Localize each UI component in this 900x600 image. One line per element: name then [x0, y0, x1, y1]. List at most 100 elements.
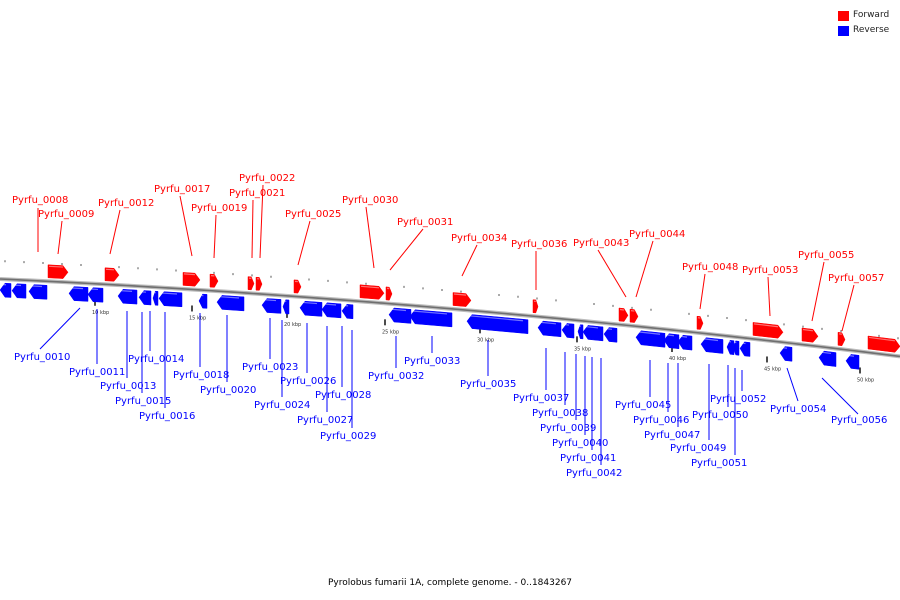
forward-gene-label[interactable]: Pyrfu_0009	[38, 209, 94, 220]
reverse-gene-label[interactable]: Pyrfu_0029	[320, 431, 376, 442]
forward-gene-arrow[interactable]	[752, 322, 784, 339]
reverse-gene-label[interactable]: Pyrfu_0037	[513, 393, 569, 404]
forward-gene-label[interactable]: Pyrfu_0008	[12, 195, 68, 206]
forward-gene-label[interactable]: Pyrfu_0053	[742, 265, 798, 276]
reverse-gene-label[interactable]: Pyrfu_0028	[315, 390, 371, 401]
reverse-gene-arrow[interactable]	[845, 354, 860, 370]
reverse-gene-label[interactable]: Pyrfu_0047	[644, 430, 700, 441]
reverse-gene-arrow[interactable]	[87, 287, 104, 303]
forward-gene-arrow[interactable]	[867, 335, 900, 353]
reverse-gene-label[interactable]: Pyrfu_0050	[692, 410, 748, 421]
reverse-gene-label[interactable]: Pyrfu_0013	[100, 381, 156, 392]
reverse-gene-arrow[interactable]	[117, 289, 138, 305]
forward-gene-arrow[interactable]	[837, 332, 846, 347]
reverse-gene-arrow[interactable]	[732, 340, 740, 356]
forward-gene-arrow[interactable]	[247, 276, 255, 291]
reverse-gene-arrow[interactable]	[663, 333, 680, 350]
reverse-gene-label[interactable]: Pyrfu_0040	[552, 438, 608, 449]
forward-gene-arrow[interactable]	[618, 307, 629, 322]
reverse-gene-label[interactable]: Pyrfu_0056	[831, 415, 887, 426]
reverse-gene-arrow[interactable]	[11, 283, 27, 299]
forward-gene-label[interactable]: Pyrfu_0025	[285, 209, 341, 220]
forward-gene-label[interactable]: Pyrfu_0022	[239, 173, 295, 184]
reverse-gene-arrow[interactable]	[635, 330, 666, 348]
forward-gene-arrow[interactable]	[209, 273, 219, 288]
reverse-gene-arrow[interactable]	[68, 286, 89, 302]
reverse-gene-label[interactable]: Pyrfu_0046	[633, 415, 689, 426]
forward-gene-arrow[interactable]	[629, 308, 639, 323]
reverse-gene-label[interactable]: Pyrfu_0015	[115, 396, 171, 407]
forward-gene-arrow[interactable]	[359, 284, 385, 300]
reverse-gene-label[interactable]: Pyrfu_0038	[532, 408, 588, 419]
forward-gene-label[interactable]: Pyrfu_0036	[511, 239, 567, 250]
reverse-gene-arrow[interactable]	[388, 307, 412, 324]
reverse-gene-label[interactable]: Pyrfu_0020	[200, 385, 256, 396]
reverse-gene-label[interactable]: Pyrfu_0010	[14, 352, 70, 363]
reverse-gene-arrow[interactable]	[409, 309, 453, 328]
forward-gene-arrow[interactable]	[532, 299, 539, 314]
reverse-gene-label[interactable]: Pyrfu_0041	[560, 453, 616, 464]
reverse-gene-arrow[interactable]	[216, 295, 245, 312]
reverse-gene-label[interactable]: Pyrfu_0024	[254, 400, 310, 411]
reverse-gene-arrow[interactable]	[577, 324, 584, 340]
reverse-gene-arrow[interactable]	[739, 341, 751, 357]
forward-gene-label[interactable]: Pyrfu_0048	[682, 262, 738, 273]
forward-gene-label[interactable]: Pyrfu_0055	[798, 250, 854, 261]
forward-gene-label[interactable]: Pyrfu_0057	[828, 273, 884, 284]
reverse-gene-arrow[interactable]	[603, 327, 618, 343]
reverse-gene-label[interactable]: Pyrfu_0045	[615, 400, 671, 411]
reverse-gene-label[interactable]: Pyrfu_0054	[770, 404, 826, 415]
reverse-gene-arrow[interactable]	[152, 290, 159, 306]
forward-gene-arrow[interactable]	[104, 267, 120, 282]
reverse-gene-label[interactable]: Pyrfu_0018	[173, 370, 229, 381]
reverse-gene-arrow[interactable]	[466, 314, 529, 334]
forward-gene-label[interactable]: Pyrfu_0030	[342, 195, 398, 206]
reverse-gene-label[interactable]: Pyrfu_0027	[297, 415, 353, 426]
forward-gene-arrow[interactable]	[452, 292, 472, 307]
reverse-gene-arrow[interactable]	[677, 334, 693, 351]
forward-gene-label[interactable]: Pyrfu_0021	[229, 188, 285, 199]
reverse-gene-label[interactable]: Pyrfu_0032	[368, 371, 424, 382]
forward-gene-arrow[interactable]	[182, 272, 201, 287]
reverse-gene-label[interactable]: Pyrfu_0039	[540, 423, 596, 434]
forward-gene-arrow[interactable]	[385, 286, 393, 301]
reverse-gene-arrow[interactable]	[28, 284, 48, 300]
reverse-gene-arrow[interactable]	[582, 325, 604, 342]
reverse-gene-label[interactable]: Pyrfu_0052	[710, 394, 766, 405]
reverse-gene-label[interactable]: Pyrfu_0042	[566, 468, 622, 479]
forward-gene-arrow[interactable]	[696, 315, 704, 330]
forward-gene-label[interactable]: Pyrfu_0019	[191, 203, 247, 214]
reverse-gene-arrow[interactable]	[158, 291, 183, 308]
reverse-gene-arrow[interactable]	[138, 290, 152, 306]
reverse-gene-arrow[interactable]	[198, 293, 208, 309]
reverse-gene-arrow[interactable]	[0, 282, 12, 298]
reverse-gene-arrow[interactable]	[299, 300, 323, 317]
reverse-gene-label[interactable]: Pyrfu_0035	[460, 379, 516, 390]
reverse-gene-label[interactable]: Pyrfu_0014	[128, 354, 184, 365]
reverse-gene-arrow[interactable]	[537, 320, 562, 338]
forward-gene-label[interactable]: Pyrfu_0031	[397, 217, 453, 228]
reverse-gene-label[interactable]: Pyrfu_0051	[691, 458, 747, 469]
reverse-gene-label[interactable]: Pyrfu_0026	[280, 376, 336, 387]
reverse-gene-arrow[interactable]	[700, 337, 724, 354]
reverse-gene-arrow[interactable]	[261, 298, 282, 314]
reverse-gene-arrow[interactable]	[561, 323, 575, 339]
reverse-gene-arrow[interactable]	[321, 302, 342, 319]
reverse-gene-arrow[interactable]	[341, 304, 354, 320]
reverse-gene-arrow[interactable]	[818, 350, 837, 367]
forward-gene-arrow[interactable]	[47, 264, 69, 279]
reverse-gene-label[interactable]: Pyrfu_0011	[69, 367, 125, 378]
forward-gene-arrow[interactable]	[801, 327, 819, 343]
reverse-gene-arrow[interactable]	[282, 299, 290, 315]
forward-gene-label[interactable]: Pyrfu_0017	[154, 184, 210, 195]
reverse-gene-arrow[interactable]	[779, 346, 793, 362]
reverse-gene-label[interactable]: Pyrfu_0016	[139, 411, 195, 422]
reverse-gene-label[interactable]: Pyrfu_0049	[670, 443, 726, 454]
forward-gene-label[interactable]: Pyrfu_0044	[629, 229, 685, 240]
forward-gene-arrow[interactable]	[293, 279, 302, 294]
forward-gene-arrow[interactable]	[255, 276, 263, 291]
forward-gene-label[interactable]: Pyrfu_0012	[98, 198, 154, 209]
forward-gene-label[interactable]: Pyrfu_0034	[451, 233, 507, 244]
reverse-gene-label[interactable]: Pyrfu_0023	[242, 362, 298, 373]
